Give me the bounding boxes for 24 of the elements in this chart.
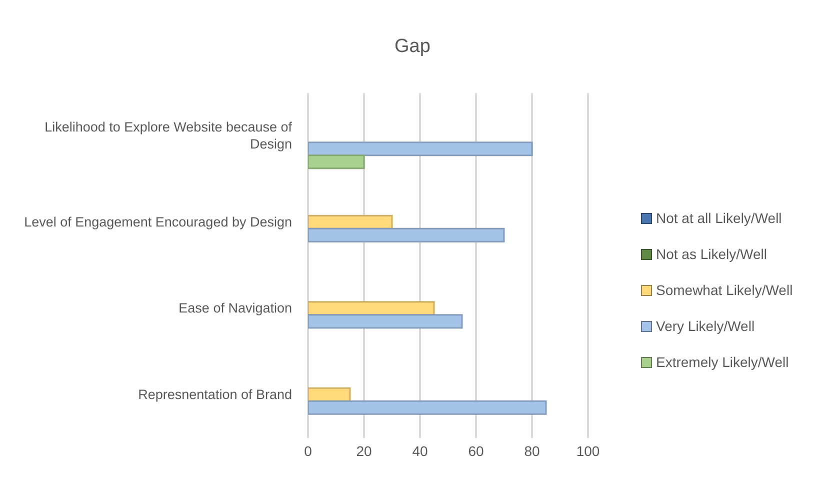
x-tick-label: 40 [412,442,428,459]
legend-label: Extremely Likely/Well [656,354,789,370]
legend-label: Somewhat Likely/Well [656,282,793,298]
x-tick-label: 60 [468,442,484,459]
bar [308,301,435,316]
y-tick-label: Likelihood to Explore Website because of Design [44,119,292,152]
legend-label: Not as Likely/Well [656,246,768,262]
bar [308,400,547,415]
bar [308,314,463,329]
bar [308,142,533,156]
bar [308,214,393,230]
legend-label: Very Likely/Well [656,318,755,334]
y-tick-label: Represnentation of Brand [138,386,292,402]
x-tick-label: 20 [356,442,372,459]
legend-label: Not at all Likely/Well [656,210,782,226]
chart-title: Gap [394,36,432,58]
x-tick-label: 0 [304,442,312,459]
x-tick-label: 100 [576,442,600,459]
bar [308,154,365,170]
bar [308,228,505,242]
x-tick-label: 80 [524,442,540,459]
y-tick-label: Ease of Navigation [178,300,292,316]
bar [308,387,351,402]
y-tick-label: Level of Engagement Encouraged by Design [24,214,292,229]
